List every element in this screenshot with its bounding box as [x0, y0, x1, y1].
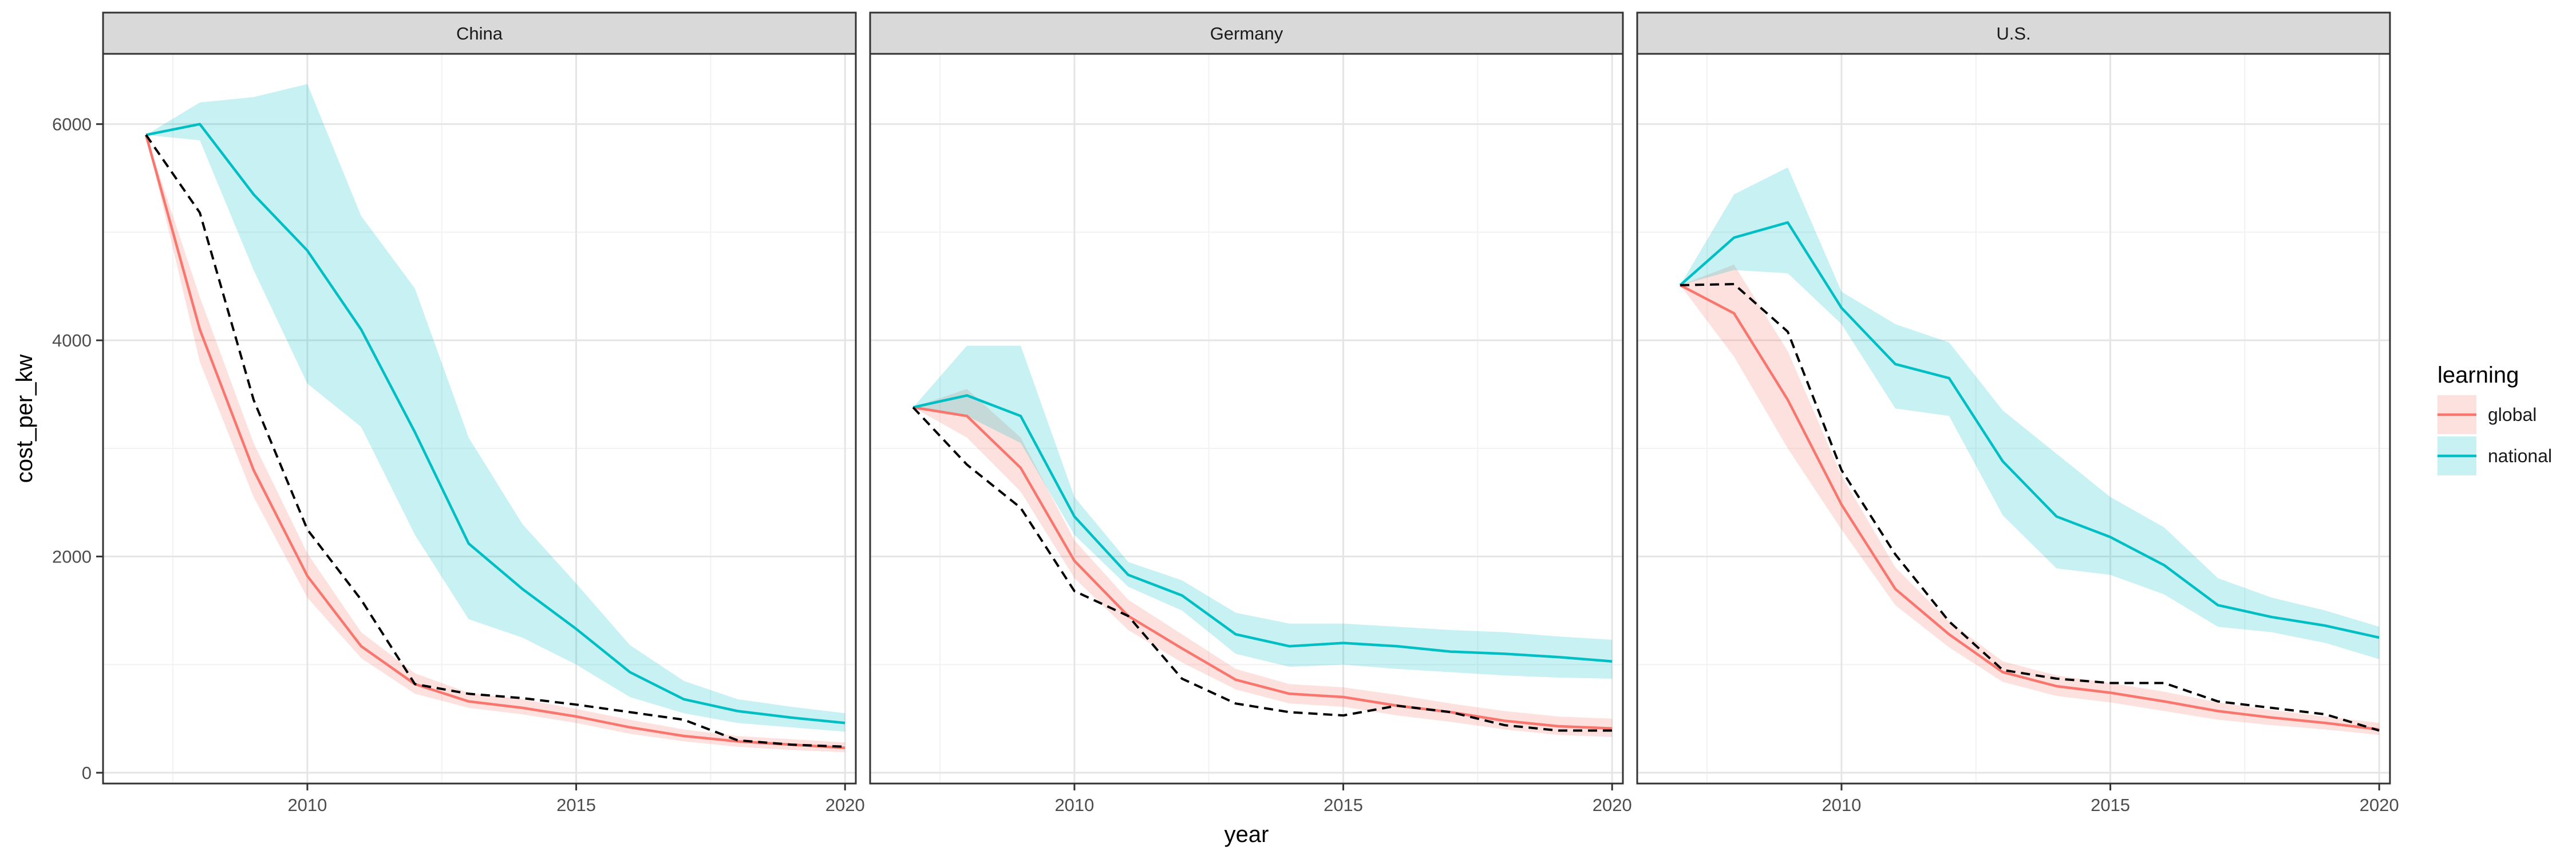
- x-tick-label: 2015: [556, 795, 596, 815]
- facet-panel-1: China 2010 2015 2020 0 2000 4000 6000: [52, 11, 865, 815]
- facet-panel-3: U.S. 2010 2015 2020: [1636, 11, 2399, 815]
- x-tick-label: 2010: [1054, 795, 1094, 815]
- global-ribbon: [1680, 265, 2380, 735]
- legend-label-global: global: [2488, 404, 2537, 425]
- y-tick-label: 0: [82, 763, 92, 783]
- facet-panel-2: Germany 2010 2015 2020: [869, 11, 1632, 815]
- x-tick-label: 2020: [1593, 795, 1632, 815]
- x-tick-label: 2010: [1822, 795, 1861, 815]
- global-line: [1680, 284, 2380, 731]
- legend-title: learning: [2437, 363, 2519, 388]
- x-tick-label: 2015: [2091, 795, 2130, 815]
- facet-strip-label: China: [456, 23, 503, 44]
- facet-strip-label: U.S.: [1996, 23, 2030, 44]
- global-ribbon: [146, 135, 846, 753]
- y-tick-label: 2000: [52, 547, 92, 567]
- observed-dashed-line: [1680, 283, 2380, 732]
- national-line: [912, 394, 1613, 663]
- panel-background: [870, 54, 1623, 784]
- national-ribbon: [1680, 167, 2380, 659]
- global-ribbon: [913, 389, 1613, 737]
- national-ribbon: [913, 345, 1613, 679]
- y-tick-label: 4000: [52, 330, 92, 351]
- facet-strip: [102, 11, 857, 55]
- x-tick-label: 2020: [825, 795, 865, 815]
- panel-background: [1637, 54, 2390, 784]
- global-line: [144, 134, 846, 749]
- panel-background: [103, 54, 856, 784]
- x-tick-label: 2010: [287, 795, 327, 815]
- facet-strip-label: Germany: [1210, 23, 1283, 44]
- x-tick-label: 2020: [2360, 795, 2399, 815]
- national-line: [145, 123, 846, 725]
- global-line: [912, 406, 1613, 730]
- facet-strip: [869, 11, 1624, 55]
- facet-strip: [1636, 11, 2391, 55]
- y-tick-label: 6000: [52, 115, 92, 135]
- x-tick-label: 2015: [1323, 795, 1363, 815]
- observed-dashed-line: [912, 406, 1613, 732]
- legend-label-national: national: [2488, 446, 2552, 466]
- x-axis-title: year: [1224, 822, 1269, 847]
- national-line: [1679, 221, 2380, 639]
- national-ribbon: [146, 84, 846, 732]
- y-axis-title: cost_per_kw: [12, 355, 37, 483]
- legend: learning global national: [2437, 363, 2552, 475]
